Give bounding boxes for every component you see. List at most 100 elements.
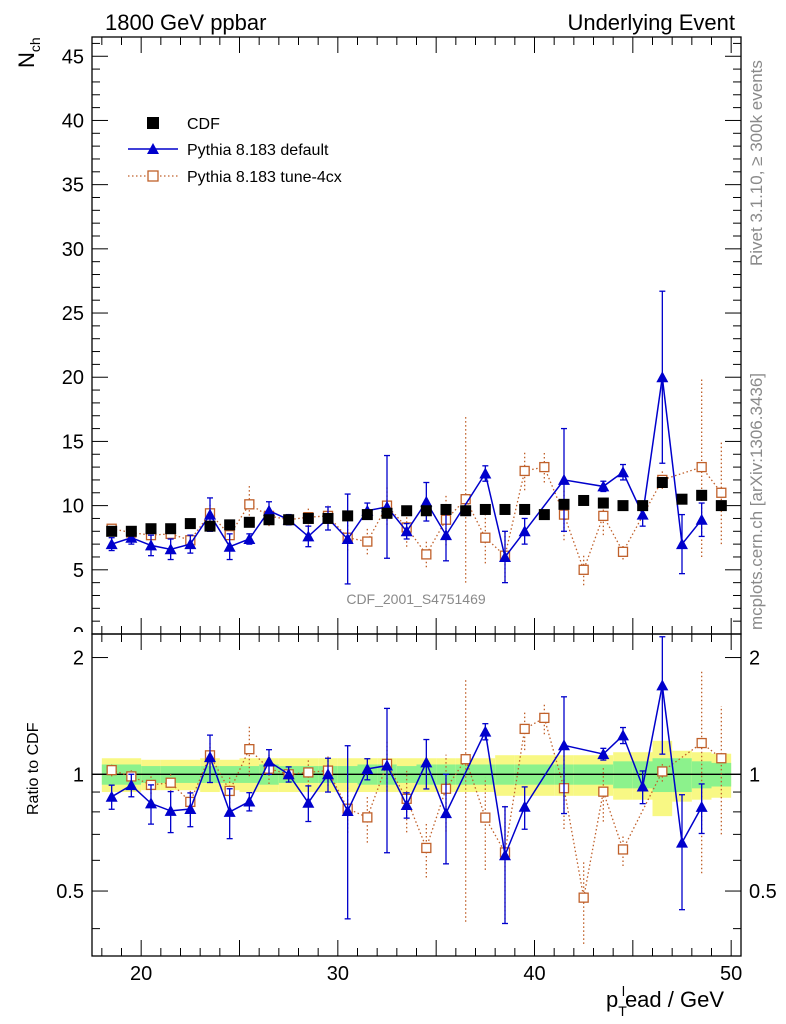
data-point <box>420 495 433 507</box>
data-point <box>263 514 275 526</box>
main-y-tick-label: 35 <box>62 175 84 197</box>
rivet-label: Rivet 3.1.10, ≥ 300k events <box>747 60 766 266</box>
main-y-tick-label: 25 <box>62 303 84 325</box>
data-point <box>656 371 669 383</box>
data-point <box>401 505 413 517</box>
legend-default-label: Pythia 8.183 default <box>187 142 329 159</box>
data-point <box>145 523 157 535</box>
data-point <box>598 786 609 797</box>
data-point <box>263 504 275 516</box>
series-pythia-8-183-tune-4cx-ratio <box>106 670 727 944</box>
data-point <box>303 767 314 778</box>
data-point <box>558 473 570 485</box>
data-point <box>165 523 177 535</box>
data-point <box>676 538 688 550</box>
data-point <box>204 508 216 520</box>
data-point <box>479 503 491 515</box>
data-point <box>518 525 531 537</box>
label-mask <box>40 632 88 642</box>
x-tick-label: 30 <box>327 963 349 985</box>
data-point <box>716 487 727 498</box>
ratio-y-tick-label-right: 0.5 <box>749 881 777 903</box>
data-point <box>341 532 354 544</box>
data-point <box>597 480 610 492</box>
x-tick-label: 50 <box>720 963 742 985</box>
main-y-tick-label: 45 <box>62 46 84 68</box>
data-point <box>243 795 256 807</box>
data-point <box>539 461 550 473</box>
data-point <box>105 538 118 550</box>
data-point <box>105 790 118 802</box>
data-point <box>244 499 255 510</box>
legend-tune-marker <box>147 170 159 182</box>
data-point <box>518 800 531 812</box>
data-point <box>539 712 550 724</box>
data-point <box>636 780 649 792</box>
data-point <box>695 800 708 812</box>
legend-cdf-marker <box>147 117 159 129</box>
data-point <box>598 510 609 522</box>
data-point <box>322 512 334 524</box>
data-point <box>696 461 707 473</box>
data-point <box>597 497 609 509</box>
series-pythia-8-183-tune-4cx <box>106 377 727 586</box>
data-point <box>696 489 708 501</box>
series-line <box>111 466 722 572</box>
data-point <box>263 755 275 767</box>
header-right: Underlying Event <box>567 10 735 35</box>
data-point <box>440 503 452 515</box>
data-point <box>184 518 196 530</box>
ratio-y-tick-label: 0.5 <box>56 881 84 903</box>
series-line <box>111 377 703 559</box>
data-point <box>224 519 236 531</box>
data-point <box>243 516 255 528</box>
data-point <box>400 525 413 537</box>
data-point <box>400 799 413 811</box>
data-point <box>479 467 492 479</box>
data-point <box>617 844 629 855</box>
data-point <box>165 777 176 788</box>
main-y-tick-label: 40 <box>62 110 84 132</box>
data-point <box>362 812 373 823</box>
data-point <box>617 500 629 512</box>
data-point <box>243 532 256 544</box>
data-point <box>479 725 492 737</box>
main-y-tick-label: 30 <box>62 239 84 261</box>
data-point <box>538 509 550 521</box>
data-point <box>145 797 157 809</box>
legend-cdf-label: CDF <box>187 116 220 133</box>
data-point <box>695 513 708 525</box>
data-point <box>637 500 649 512</box>
main-ylabel: Nch <box>14 37 43 68</box>
data-point <box>460 505 472 517</box>
data-point <box>223 540 236 552</box>
data-point <box>696 737 707 749</box>
data-point <box>420 756 433 768</box>
data-point <box>361 509 373 521</box>
x-tick-label: 40 <box>523 963 545 985</box>
data-point <box>282 768 295 780</box>
legend-tune-label: Pythia 8.183 tune-4cx <box>187 169 342 186</box>
data-point <box>342 510 354 522</box>
data-point <box>716 753 727 764</box>
data-point <box>558 739 570 751</box>
data-point <box>676 836 688 848</box>
data-point <box>421 842 432 854</box>
series-pythia-8-183-default <box>105 290 708 585</box>
data-point <box>480 532 491 543</box>
ratio-y-tick-label: 2 <box>73 648 84 670</box>
data-point <box>578 564 589 575</box>
ratio-ylabel: Ratio to CDF <box>25 722 42 815</box>
analysis-id: CDF_2001_S4751469 <box>346 591 486 607</box>
series-line <box>111 685 703 858</box>
data-point <box>656 679 669 691</box>
series-line <box>111 716 722 898</box>
data-point <box>125 779 138 791</box>
main-y-tick-label: 5 <box>73 560 84 582</box>
data-point <box>125 531 138 543</box>
mcplots-label: mcplots.cern.ch [arXiv:1306.3436] <box>747 373 766 630</box>
data-point <box>657 766 668 777</box>
data-point <box>676 493 688 505</box>
data-point <box>283 514 295 526</box>
